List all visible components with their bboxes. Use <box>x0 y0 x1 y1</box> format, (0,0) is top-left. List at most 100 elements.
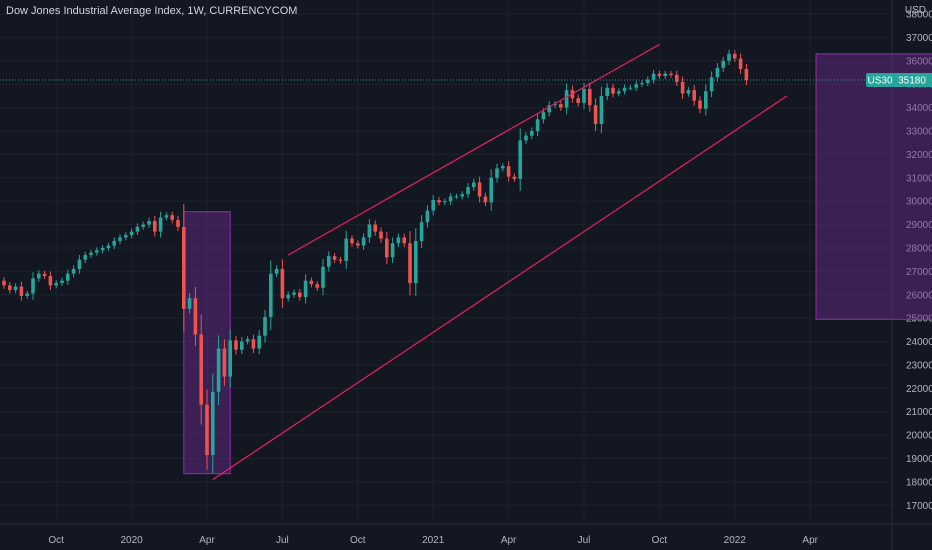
candle-up[interactable] <box>501 166 505 169</box>
candle-up[interactable] <box>634 84 638 88</box>
candle-up[interactable] <box>622 87 627 92</box>
candle-up[interactable] <box>37 273 41 279</box>
candle-up[interactable] <box>495 168 499 178</box>
candle-up[interactable] <box>303 280 308 298</box>
candle-down[interactable] <box>680 81 685 94</box>
candle-up[interactable] <box>466 187 470 195</box>
candle-down[interactable] <box>315 284 319 288</box>
trendline-lower[interactable] <box>212 95 788 481</box>
candle-down[interactable] <box>48 276 53 286</box>
candle-up[interactable] <box>216 348 221 392</box>
candle-down[interactable] <box>559 104 563 108</box>
candle-up[interactable] <box>599 95 604 124</box>
candle-down[interactable] <box>153 221 157 232</box>
candle-down[interactable] <box>199 334 203 405</box>
candle-up[interactable] <box>715 67 720 78</box>
candle-up[interactable] <box>443 201 447 203</box>
candle-up[interactable] <box>535 119 540 131</box>
candle-up[interactable] <box>344 238 348 261</box>
candle-up[interactable] <box>263 316 267 336</box>
currency-label[interactable]: USD <box>904 5 926 16</box>
candle-down[interactable] <box>205 404 209 455</box>
candle-down[interactable] <box>506 166 511 177</box>
candle-down[interactable] <box>738 58 743 70</box>
candle-down[interactable] <box>8 285 12 291</box>
candle-up[interactable] <box>646 79 650 84</box>
candle-down[interactable] <box>379 231 383 239</box>
candle-down[interactable] <box>611 87 615 94</box>
candle-up[interactable] <box>419 222 424 241</box>
candle-up[interactable] <box>89 252 93 255</box>
candle-down[interactable] <box>744 69 749 81</box>
candle-up[interactable] <box>460 194 464 197</box>
candle-down[interactable] <box>593 105 598 124</box>
candle-up[interactable] <box>367 224 372 238</box>
candle-down[interactable] <box>692 90 696 101</box>
candle-up[interactable] <box>187 298 192 309</box>
candle-up[interactable] <box>489 177 493 203</box>
candle-up[interactable] <box>518 140 522 179</box>
candle-up[interactable] <box>118 237 122 241</box>
candle-up[interactable] <box>414 240 418 284</box>
candle-down[interactable] <box>669 73 673 75</box>
candle-up[interactable] <box>704 91 708 109</box>
candle-up[interactable] <box>124 235 128 238</box>
candle-up[interactable] <box>628 87 633 89</box>
candle-up[interactable] <box>141 224 145 227</box>
candle-up[interactable] <box>112 240 116 246</box>
candle-up[interactable] <box>60 280 64 284</box>
candle-up[interactable] <box>269 273 273 317</box>
candle-up[interactable] <box>709 77 714 92</box>
candle-down[interactable] <box>332 256 337 260</box>
candle-up[interactable] <box>240 341 244 350</box>
candle-up[interactable] <box>524 135 528 141</box>
candle-down[interactable] <box>280 269 285 299</box>
highlight-rectangle[interactable] <box>815 53 932 320</box>
candle-up[interactable] <box>25 293 29 296</box>
candle-up[interactable] <box>164 215 169 218</box>
candle-down[interactable] <box>408 243 412 284</box>
candle-down[interactable] <box>437 200 441 203</box>
candle-down[interactable] <box>42 273 47 277</box>
candle-down[interactable] <box>356 243 360 246</box>
candle-up[interactable] <box>721 60 725 68</box>
candle-up[interactable] <box>77 259 82 270</box>
candle-up[interactable] <box>454 196 459 198</box>
candle-up[interactable] <box>147 221 151 225</box>
candle-up[interactable] <box>431 200 435 211</box>
candle-up[interactable] <box>361 237 366 246</box>
candle-down[interactable] <box>309 280 314 285</box>
candle-up[interactable] <box>129 231 134 236</box>
candle-up[interactable] <box>100 247 105 251</box>
candle-down[interactable] <box>338 259 343 261</box>
candle-down[interactable] <box>512 176 517 179</box>
candle-up[interactable] <box>66 273 70 281</box>
candle-up[interactable] <box>396 237 401 244</box>
candle-up[interactable] <box>257 335 261 349</box>
candle-down[interactable] <box>251 339 256 349</box>
candle-up[interactable] <box>651 73 656 80</box>
candle-up[interactable] <box>228 340 232 377</box>
candle-up[interactable] <box>582 88 586 103</box>
candle-up[interactable] <box>135 226 140 232</box>
candle-up[interactable] <box>274 269 279 274</box>
candle-up[interactable] <box>390 243 395 258</box>
candle-down[interactable] <box>477 182 482 197</box>
candle-up[interactable] <box>31 278 35 294</box>
candle-up[interactable] <box>541 112 546 120</box>
candle-down[interactable] <box>733 53 737 59</box>
candle-down[interactable] <box>193 298 198 335</box>
candle-up[interactable] <box>472 182 476 188</box>
candle-down[interactable] <box>657 73 662 77</box>
candle-up[interactable] <box>448 196 453 202</box>
candle-down[interactable] <box>675 74 679 82</box>
candle-up[interactable] <box>95 250 99 253</box>
candle-up[interactable] <box>321 266 325 288</box>
candle-up[interactable] <box>292 292 296 295</box>
candle-down[interactable] <box>385 238 389 258</box>
candle-down[interactable] <box>576 98 580 103</box>
candle-up[interactable] <box>327 256 331 267</box>
candle-down[interactable] <box>234 340 238 350</box>
candle-up[interactable] <box>663 73 667 77</box>
